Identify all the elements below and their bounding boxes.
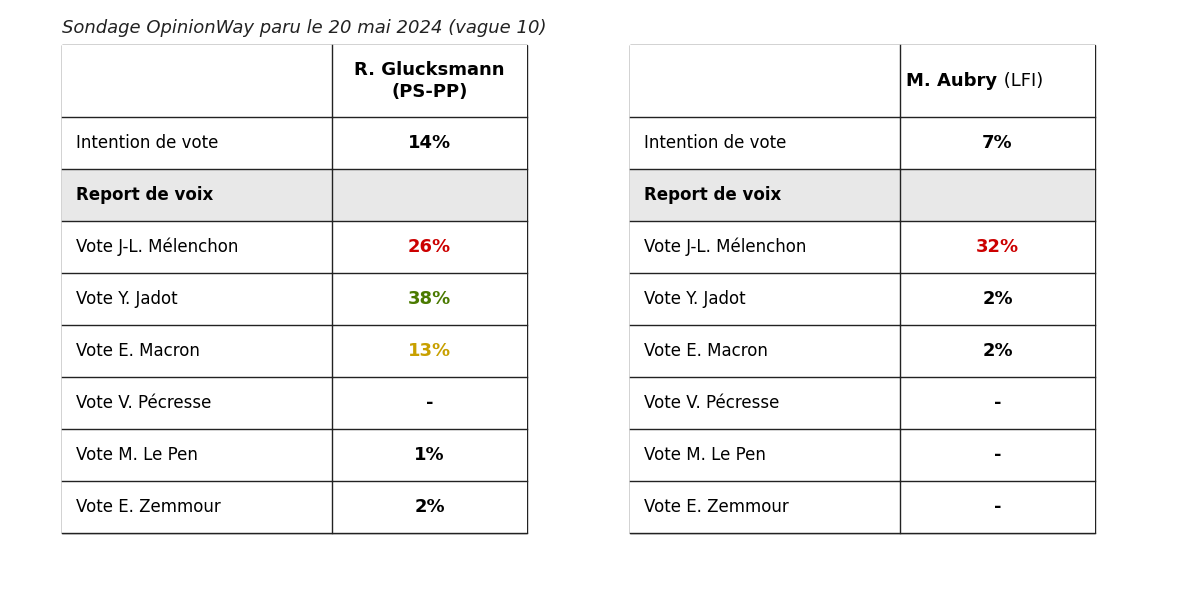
Text: Vote E. Zemmour: Vote E. Zemmour: [76, 498, 221, 516]
Bar: [62, 429, 527, 481]
Text: Vote E. Macron: Vote E. Macron: [644, 342, 768, 360]
Text: Vote Y. Jadot: Vote Y. Jadot: [644, 290, 745, 308]
Text: -: -: [994, 446, 1001, 464]
Text: Report de voix: Report de voix: [644, 186, 781, 204]
Text: Vote M. Le Pen: Vote M. Le Pen: [76, 446, 198, 464]
Bar: [630, 45, 900, 117]
Text: R. Glucksmann: R. Glucksmann: [354, 61, 505, 79]
Text: 14%: 14%: [408, 134, 451, 152]
Text: Vote Y. Jadot: Vote Y. Jadot: [76, 290, 178, 308]
Bar: [630, 273, 1096, 325]
Text: 32%: 32%: [976, 238, 1019, 256]
Text: 26%: 26%: [408, 238, 451, 256]
Text: Vote V. Pécresse: Vote V. Pécresse: [76, 394, 211, 412]
Text: Vote J-L. Mélenchon: Vote J-L. Mélenchon: [644, 238, 806, 256]
Text: (LFI): (LFI): [997, 72, 1043, 90]
Text: 1%: 1%: [414, 446, 445, 464]
Bar: [62, 377, 527, 429]
Text: M. Aubry: M. Aubry: [906, 72, 997, 90]
Text: Vote V. Pécresse: Vote V. Pécresse: [644, 394, 779, 412]
Bar: [630, 481, 1096, 533]
Bar: [62, 481, 527, 533]
Text: 7%: 7%: [982, 134, 1013, 152]
Text: 2%: 2%: [982, 342, 1013, 360]
Text: Vote E. Macron: Vote E. Macron: [76, 342, 200, 360]
Bar: [62, 325, 527, 377]
Text: 2%: 2%: [414, 498, 445, 516]
Bar: [630, 221, 1096, 273]
Bar: [62, 169, 527, 221]
Bar: [62, 221, 527, 273]
Text: Vote J-L. Mélenchon: Vote J-L. Mélenchon: [76, 238, 239, 256]
Text: Sondage OpinionWay paru le 20 mai 2024 (vague 10): Sondage OpinionWay paru le 20 mai 2024 (…: [62, 19, 546, 37]
Text: Vote M. Le Pen: Vote M. Le Pen: [644, 446, 766, 464]
Bar: [62, 273, 527, 325]
Text: Intention de vote: Intention de vote: [76, 134, 218, 152]
Bar: [62, 117, 527, 169]
Bar: [630, 429, 1096, 481]
Bar: [62, 45, 332, 117]
Bar: [630, 117, 1096, 169]
Text: -: -: [426, 394, 433, 412]
Bar: [630, 377, 1096, 429]
Text: 2%: 2%: [982, 290, 1013, 308]
Text: Report de voix: Report de voix: [76, 186, 214, 204]
Text: (PS-PP): (PS-PP): [391, 83, 468, 101]
Bar: [900, 45, 1096, 117]
Text: -: -: [994, 394, 1001, 412]
Text: -: -: [994, 498, 1001, 516]
Text: Intention de vote: Intention de vote: [644, 134, 786, 152]
Text: 13%: 13%: [408, 342, 451, 360]
Bar: [630, 325, 1096, 377]
Bar: [630, 169, 1096, 221]
Bar: [332, 45, 527, 117]
Text: 38%: 38%: [408, 290, 451, 308]
Bar: [62, 45, 527, 533]
Bar: [630, 45, 1096, 533]
Text: Vote E. Zemmour: Vote E. Zemmour: [644, 498, 788, 516]
